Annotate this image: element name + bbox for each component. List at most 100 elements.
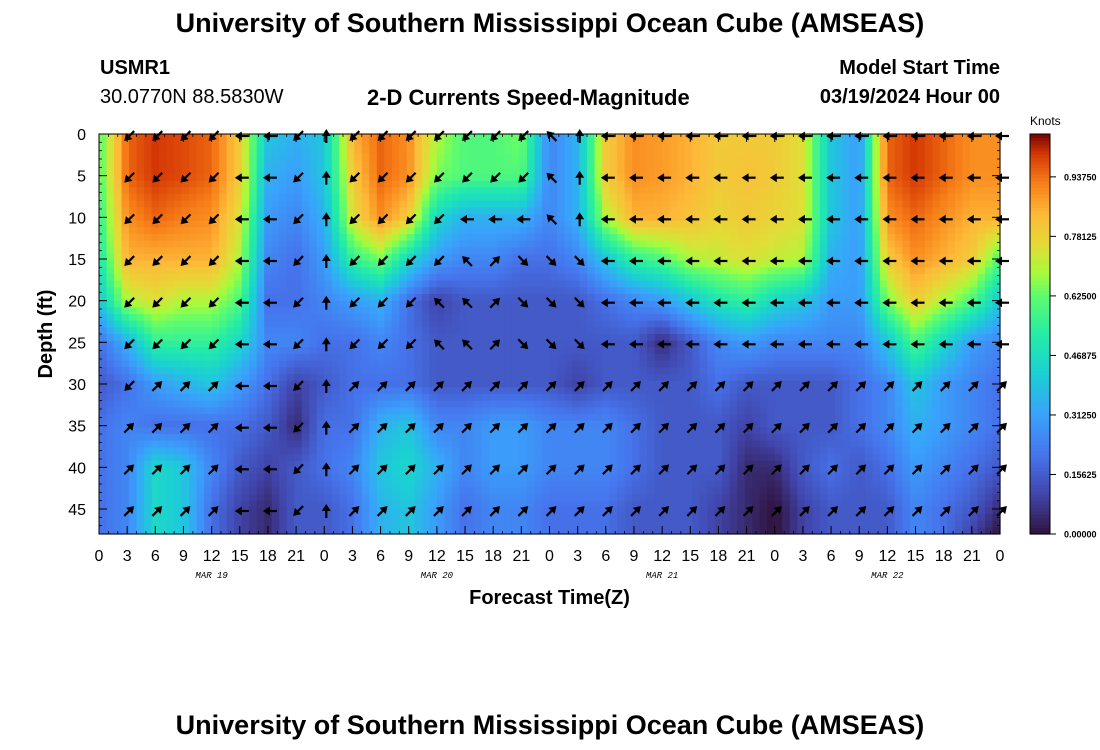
heatmap-cell	[421, 254, 430, 262]
heatmap-cell	[962, 340, 971, 348]
heatmap-cell	[136, 187, 145, 195]
heatmap-cell	[789, 147, 798, 155]
heatmap-cell	[984, 360, 994, 368]
heatmap-cell	[151, 180, 160, 188]
heatmap-cell	[406, 160, 415, 168]
heatmap-cell	[219, 167, 228, 175]
heatmap-cell	[144, 340, 153, 348]
heatmap-cell	[669, 280, 678, 288]
heatmap-cell	[174, 267, 183, 275]
heatmap-cell	[369, 234, 378, 242]
heatmap-cell	[572, 280, 581, 288]
heatmap-cell	[602, 327, 611, 335]
heatmap-cell	[939, 394, 949, 402]
heatmap-cell	[339, 134, 348, 142]
heatmap-cell	[189, 334, 198, 342]
heatmap-cell	[526, 267, 536, 275]
heatmap-cell	[136, 167, 145, 175]
heatmap-cell	[864, 394, 873, 402]
heatmap-cell	[436, 387, 445, 395]
heatmap-cell	[752, 380, 761, 388]
heatmap-cell	[279, 207, 288, 215]
heatmap-cell	[879, 360, 888, 368]
heatmap-cell	[924, 147, 934, 155]
heatmap-cell	[519, 187, 528, 195]
heatmap-cell	[391, 140, 400, 148]
heatmap-cell	[324, 300, 333, 308]
heatmap-cell	[977, 347, 986, 355]
heatmap-cell	[361, 234, 370, 242]
heatmap-cell	[827, 314, 836, 322]
heatmap-cell	[834, 234, 843, 242]
heatmap-cell	[226, 314, 235, 322]
heatmap-cell	[827, 287, 836, 295]
heatmap-cell	[977, 400, 986, 408]
heatmap-cell	[406, 360, 415, 368]
heatmap-cell	[924, 200, 934, 208]
heatmap-cell	[399, 314, 408, 322]
heatmap-cell	[241, 227, 250, 235]
heatmap-cell	[279, 240, 288, 248]
heatmap-cell	[174, 400, 183, 408]
heatmap-cell	[226, 220, 235, 228]
heatmap-cell	[399, 367, 408, 375]
heatmap-cell	[211, 180, 220, 188]
heatmap-cell	[909, 360, 919, 368]
heatmap-cell	[466, 407, 476, 415]
heatmap-cell	[737, 294, 746, 302]
heatmap-cell	[391, 247, 400, 255]
heatmap-cell	[932, 400, 941, 408]
heatmap-cell	[204, 240, 213, 248]
heatmap-cell	[564, 347, 573, 355]
heatmap-cell	[414, 240, 423, 248]
heatmap-cell	[384, 347, 393, 355]
heatmap-cell	[737, 260, 746, 268]
heatmap-cell	[354, 367, 363, 375]
heatmap-cell	[241, 260, 250, 268]
heatmap-cell	[774, 360, 783, 368]
heatmap-cell	[196, 174, 205, 182]
heatmap-cell	[166, 254, 175, 262]
heatmap-cell	[511, 180, 521, 188]
heatmap-cell	[789, 400, 798, 408]
heatmap-cell	[669, 174, 678, 182]
heatmap-cell	[369, 400, 378, 408]
heatmap-cell	[894, 154, 903, 162]
heatmap-cell	[474, 374, 483, 382]
heatmap-cell	[909, 287, 919, 295]
heatmap-cell	[789, 234, 798, 242]
heatmap-cell	[286, 274, 295, 282]
heatmap-cell	[241, 287, 250, 295]
heatmap-cell	[789, 334, 798, 342]
heatmap-cell	[572, 187, 581, 195]
heatmap-cell	[121, 307, 130, 315]
heatmap-cell	[429, 367, 438, 375]
heatmap-cell	[684, 394, 693, 402]
heatmap-cell	[114, 240, 123, 248]
heatmap-cell	[969, 307, 979, 315]
heatmap-cell	[354, 160, 363, 168]
heatmap-cell	[939, 307, 949, 315]
heatmap-cell	[654, 194, 663, 202]
heatmap-cell	[541, 207, 551, 215]
heatmap-cell	[902, 360, 911, 368]
heatmap-cell	[902, 240, 911, 248]
heatmap-cell	[211, 374, 220, 382]
heatmap-cell	[849, 387, 858, 395]
heatmap-cell	[617, 220, 626, 228]
heatmap-cell	[707, 374, 716, 382]
heatmap-cell	[451, 214, 460, 222]
heatmap-cell	[384, 200, 393, 208]
heatmap-cell	[99, 387, 108, 395]
heatmap-cell	[654, 347, 663, 355]
heatmap-cell	[121, 160, 130, 168]
heatmap-cell	[624, 354, 633, 362]
heatmap-cell	[174, 360, 183, 368]
heatmap-cell	[211, 167, 220, 175]
heatmap-cell	[324, 134, 333, 142]
heatmap-cell	[444, 307, 453, 315]
heatmap-cell	[699, 360, 708, 368]
heatmap-cell	[984, 260, 994, 268]
heatmap-cell	[564, 394, 573, 402]
heatmap-cell	[399, 140, 408, 148]
